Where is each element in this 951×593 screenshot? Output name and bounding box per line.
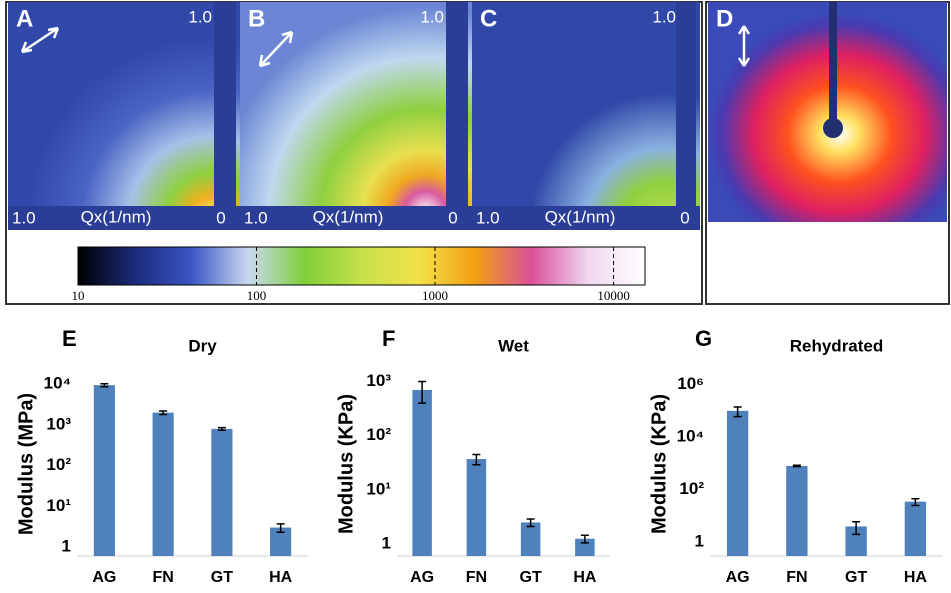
image-c: [472, 2, 700, 230]
y-tick-label: 10¹: [366, 479, 391, 498]
x-tick-label: AG: [92, 569, 116, 586]
q-top: 1.0: [652, 7, 676, 26]
x-tick-label: GT: [845, 569, 867, 586]
q-axis-label: Qx(1/nm): [545, 207, 616, 226]
q-right: 0: [448, 208, 457, 227]
y-tick-label: 10¹: [46, 496, 71, 515]
chart-title: Dry: [188, 336, 217, 355]
colorbar-tick-label: 10000: [597, 288, 630, 303]
bar: [845, 526, 867, 556]
error-bar: [733, 406, 742, 418]
q-right: 0: [680, 208, 689, 227]
x-tick-label: GT: [211, 569, 233, 586]
q-axis-label: Qx(1/nm): [313, 207, 384, 226]
error-bar: [911, 498, 920, 507]
colorbar-tick-label: 100: [247, 288, 267, 303]
error-bar: [526, 518, 535, 528]
y-tick-label: 10³: [46, 414, 71, 433]
error-bar: [472, 453, 481, 466]
error-bar: [217, 426, 226, 431]
y-tick-label: 10²: [366, 425, 391, 444]
panel-letter: D: [716, 5, 733, 32]
colorbar: [77, 246, 646, 286]
x-tick-label: FN: [152, 569, 173, 586]
x-tick-label: HA: [573, 569, 597, 586]
bar: [93, 385, 115, 556]
y-tick-label: 10⁶: [677, 374, 704, 393]
y-tick-label: 10²: [46, 455, 71, 474]
panel-letter: A: [16, 5, 33, 32]
x-tick-label: AG: [410, 569, 434, 586]
bar: [786, 465, 808, 556]
bar: [412, 389, 432, 556]
y-tick-label: 10⁴: [44, 374, 71, 393]
panel-letter: E: [62, 326, 77, 351]
error-bar: [792, 464, 801, 468]
panel-letter: F: [382, 326, 395, 351]
y-tick-label: 10⁴: [677, 427, 704, 446]
bar: [575, 538, 595, 556]
bar: [270, 527, 292, 556]
error-bar: [276, 523, 285, 534]
bar: [904, 501, 927, 556]
y-tick-label: 1: [382, 533, 391, 552]
q-left: 1.0: [476, 208, 500, 227]
bar: [211, 428, 233, 556]
y-tick-label: 1: [695, 532, 704, 551]
x-tick-label: HA: [904, 569, 928, 586]
image-a: [8, 2, 240, 230]
bar: [726, 410, 749, 556]
colorbar-tick-label: 10: [72, 288, 85, 303]
q-axis-label: Qx(1/nm): [81, 207, 152, 226]
error-bar: [159, 410, 168, 416]
y-tick-label: 10³: [366, 371, 391, 390]
chart-title: Rehydrated: [790, 336, 884, 355]
q-top: 1.0: [420, 7, 444, 26]
y-axis-label: Modulus (KPa): [335, 394, 357, 534]
y-axis-label: Modulus (MPa): [15, 393, 37, 535]
q-right: 0: [216, 208, 225, 227]
x-tick-label: FN: [786, 569, 807, 586]
bar: [520, 522, 541, 556]
error-bar: [100, 382, 109, 388]
q-left: 1.0: [244, 208, 268, 227]
image-d: [708, 2, 947, 222]
bar: [466, 459, 487, 556]
y-tick-label: 1: [62, 536, 71, 555]
panel-letter: C: [480, 5, 497, 32]
q-left: 1.0: [12, 208, 36, 227]
x-tick-label: FN: [466, 569, 487, 586]
x-tick-label: AG: [726, 569, 750, 586]
image-b: [240, 2, 472, 230]
x-tick-label: HA: [269, 569, 293, 586]
y-axis-label: Modulus (KPa): [648, 394, 670, 534]
y-tick-label: 10²: [679, 479, 704, 498]
panel-letter: G: [695, 326, 712, 351]
bar: [152, 412, 174, 556]
panel-letter: B: [248, 5, 265, 32]
chart-title: Wet: [498, 336, 529, 355]
colorbar-tick-label: 1000: [422, 288, 448, 303]
q-top: 1.0: [188, 7, 212, 26]
error-bar: [418, 380, 427, 404]
x-tick-label: GT: [520, 569, 542, 586]
error-bar: [852, 521, 861, 536]
error-bar: [580, 534, 589, 544]
